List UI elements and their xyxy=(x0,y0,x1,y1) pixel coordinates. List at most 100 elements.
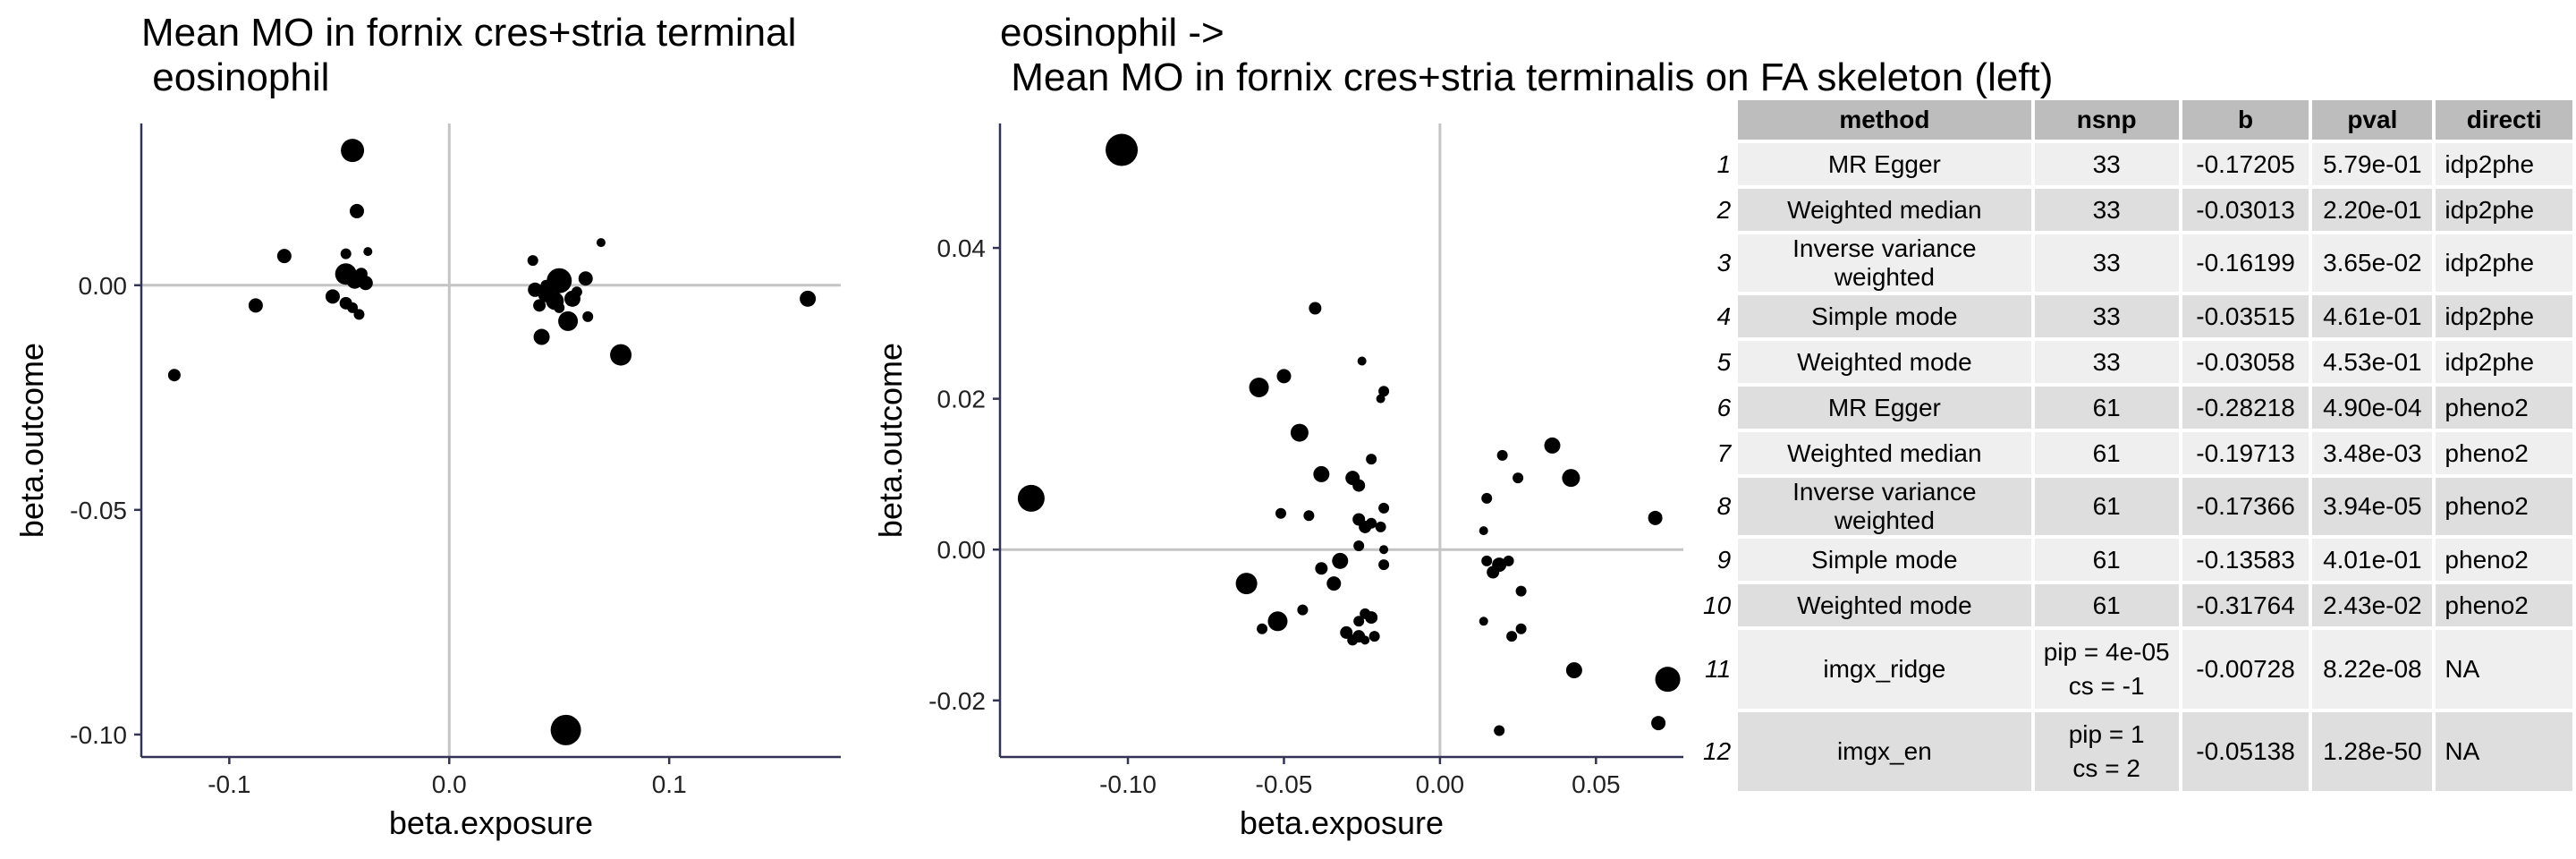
plot1-point xyxy=(276,249,292,264)
cell-method: Simple mode xyxy=(1738,539,2031,581)
plot2-point xyxy=(1479,526,1488,536)
plot2-point xyxy=(1655,667,1681,693)
cell-b: -0.16199 xyxy=(2182,234,2309,292)
plot2-ytick-label: 0.02 xyxy=(937,386,987,413)
plot1-point xyxy=(547,268,572,293)
plot2-point xyxy=(1513,472,1524,484)
cell-method: MR Egger xyxy=(1738,387,2031,429)
table-row: 4 Simple mode 33 -0.03515 4.61e-01 idp2phe xyxy=(1699,295,2572,337)
plot2-title: eosinophil -> Mean MO in fornix cres+str… xyxy=(1000,11,2054,99)
plot1-point xyxy=(325,289,340,304)
plot1-ytick-label: 0.00 xyxy=(79,272,128,300)
plot2-ytick-label: 0.00 xyxy=(937,536,987,564)
table-row: 5 Weighted mode 33 -0.03058 4.53e-01 idp2phe xyxy=(1699,341,2572,383)
plot2-point xyxy=(1313,465,1330,482)
row-index: 5 xyxy=(1699,341,1735,383)
plot2-point xyxy=(1506,631,1518,642)
cell-method: Weighted mode xyxy=(1738,341,2031,383)
cell-b: -0.05138 xyxy=(2182,712,2309,791)
plot2-point xyxy=(1235,573,1258,595)
plot2-point xyxy=(1290,423,1309,442)
plot2-point xyxy=(1275,507,1286,519)
plot1-point xyxy=(571,286,582,298)
table-row: 7 Weighted median 61 -0.19713 3.48e-03 pheno2 xyxy=(1699,432,2572,474)
plot2-point xyxy=(1378,386,1390,397)
cell-nsnp: 61 xyxy=(2034,539,2179,581)
row-index: 1 xyxy=(1699,143,1735,185)
table-row: 1 MR Egger 33 -0.17205 5.79e-01 idp2phe xyxy=(1699,143,2572,185)
plot1-point xyxy=(550,714,581,745)
table-row: 9 Simple mode 61 -0.13583 4.01e-01 pheno2 xyxy=(1699,539,2572,581)
cell-method: imgx_en xyxy=(1738,712,2031,791)
col-header-direction: directi xyxy=(2436,100,2572,140)
plot1-point xyxy=(167,369,181,382)
plot2-xtick-label: 0.05 xyxy=(1572,770,1621,798)
plot2-point xyxy=(1481,492,1493,504)
cell-direction: pheno2 xyxy=(2436,584,2572,626)
cell-pval: 3.94e-05 xyxy=(2312,478,2433,535)
plot2-point xyxy=(1376,394,1385,404)
plot2-point xyxy=(1379,545,1389,555)
plot1-point xyxy=(347,302,359,313)
cell-pval: 4.53e-01 xyxy=(2312,341,2433,383)
plot2-point xyxy=(1257,623,1268,634)
cell-method: Inverse variance weighted xyxy=(1738,234,2031,292)
cell-b: -0.03013 xyxy=(2182,189,2309,231)
table-row: 8 Inverse variance weighted 61 -0.17366 3.94… xyxy=(1699,478,2572,535)
cell-pval: 4.01e-01 xyxy=(2312,539,2433,581)
cell-nsnp: 33 xyxy=(2034,189,2179,231)
cell-direction: NA xyxy=(2436,630,2572,709)
cell-nsnp: 33 xyxy=(2034,143,2179,185)
plot1-point xyxy=(596,238,606,248)
table-row: 10 Weighted mode 61 -0.31764 2.43e-02 pheno2 xyxy=(1699,584,2572,626)
cell-b: -0.17366 xyxy=(2182,478,2309,535)
plot2-point xyxy=(1515,585,1527,597)
plot1-point xyxy=(554,302,565,313)
plot2-point xyxy=(1368,631,1380,642)
cell-pval: 1.28e-50 xyxy=(2312,712,2433,791)
plot2-point xyxy=(1249,378,1269,397)
plot1-point xyxy=(341,139,365,163)
cell-b: -0.28218 xyxy=(2182,387,2309,429)
plot1-point xyxy=(533,299,547,312)
cell-nsnp: 33 xyxy=(2034,341,2179,383)
plot1-xtick-label: -0.1 xyxy=(208,770,250,798)
plot1-point xyxy=(346,272,363,289)
cell-b: -0.03058 xyxy=(2182,341,2309,383)
cell-direction: idp2phe xyxy=(2436,189,2572,231)
plot2-point xyxy=(1352,479,1366,492)
cell-nsnp: 61 xyxy=(2034,432,2179,474)
plot2-point xyxy=(1359,520,1372,533)
plot1-point xyxy=(610,344,632,366)
cell-direction: pheno2 xyxy=(2436,539,2572,581)
row-index: 12 xyxy=(1699,712,1735,791)
table-row: 3 Inverse variance weighted 33 -0.16199 3.65… xyxy=(1699,234,2572,292)
plot1-point xyxy=(358,276,373,291)
plot2-point xyxy=(1276,369,1292,384)
cell-direction: idp2phe xyxy=(2436,295,2572,337)
cell-direction: pheno2 xyxy=(2436,432,2572,474)
plot2-point xyxy=(1492,557,1507,573)
plot1-ylabel: beta.outcome xyxy=(13,343,50,538)
cell-b: -0.17205 xyxy=(2182,143,2309,185)
plot1-ytick-label: -0.05 xyxy=(70,497,127,524)
cell-nsnp-pip: pip = 1 xyxy=(2068,720,2145,748)
plot2-point xyxy=(1365,611,1378,625)
plot2-point xyxy=(1496,449,1508,461)
plot2-point xyxy=(1267,611,1288,632)
plot1-point xyxy=(527,255,538,267)
plot2-point xyxy=(1494,725,1505,736)
row-index: 6 xyxy=(1699,387,1735,429)
cell-b: -0.31764 xyxy=(2182,584,2309,626)
col-header-nsnp: nsnp xyxy=(2034,100,2179,140)
plot2-point xyxy=(1303,510,1315,522)
cell-direction: pheno2 xyxy=(2436,478,2572,535)
cell-method: Weighted mode xyxy=(1738,584,2031,626)
plot2-point xyxy=(1515,623,1527,634)
cell-method: Weighted median xyxy=(1738,432,2031,474)
cell-nsnp: 33 xyxy=(2034,295,2179,337)
cell-nsnp: 61 xyxy=(2034,387,2179,429)
plot1-point xyxy=(248,298,263,313)
plot2-scatter: -0.10 -0.05 0.00 0.05 0.04 0.02 0.00 -0.02 beta.… xyxy=(872,123,1683,841)
plot2-point xyxy=(1353,540,1365,551)
